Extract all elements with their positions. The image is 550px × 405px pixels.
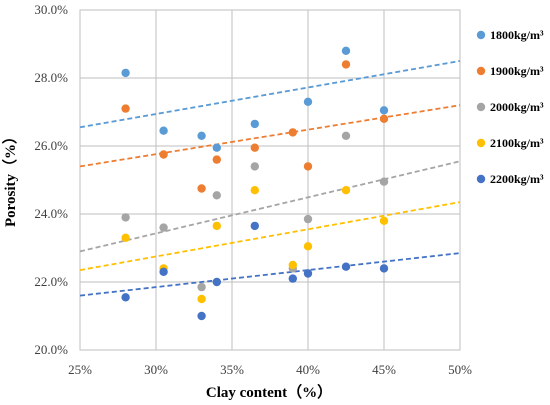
- legend-marker: [476, 30, 486, 40]
- data-point: [379, 177, 389, 186]
- data-point: [197, 294, 206, 304]
- data-point: [159, 267, 168, 276]
- data-point: [341, 60, 351, 69]
- legend: 1800kg/m³ 1900kg/m³ 2000kg/m³ 2100kg/m³ 2200…: [476, 28, 544, 186]
- trendline-2: [79, 160, 461, 253]
- x-tick-label: 50%: [448, 362, 472, 377]
- data-point: [303, 162, 313, 171]
- data-point: [212, 191, 221, 200]
- x-tick-label: 40%: [296, 362, 320, 377]
- data-point: [303, 269, 313, 278]
- data-point: [288, 260, 297, 270]
- x-tick-label: 45%: [372, 362, 396, 377]
- x-axis-ticks: 25% 30% 35% 40% 45% 50%: [68, 362, 472, 377]
- data-point: [159, 126, 168, 135]
- legend-label: 2000kg/m³: [490, 100, 544, 114]
- y-tick-label: 26.0%: [34, 138, 68, 153]
- data-point: [250, 186, 259, 195]
- data-point: [212, 221, 221, 231]
- legend-marker: [476, 102, 486, 112]
- data-point: [159, 150, 168, 159]
- legend-label: 1900kg/m³: [490, 64, 544, 78]
- data-points: [121, 46, 389, 321]
- legend-marker: [476, 174, 486, 184]
- legend-label: 2200kg/m³: [490, 172, 544, 186]
- y-axis-ticks: 20.0% 22.0% 24.0% 26.0% 28.0% 30.0%: [34, 2, 68, 357]
- data-point: [197, 184, 206, 193]
- y-axis-title: Porosity（%）: [1, 129, 19, 227]
- legend-marker: [476, 66, 486, 76]
- trendline-1: [79, 104, 461, 168]
- data-point: [212, 143, 221, 152]
- data-point: [250, 119, 259, 129]
- data-point: [379, 264, 389, 273]
- data-point: [121, 233, 130, 242]
- data-point: [250, 143, 259, 152]
- data-point: [379, 114, 389, 124]
- data-point: [379, 216, 389, 225]
- data-point: [159, 223, 168, 232]
- data-point: [121, 293, 130, 302]
- data-point: [303, 97, 313, 107]
- trendlines: [79, 60, 461, 297]
- data-point: [212, 155, 221, 164]
- data-point: [197, 311, 206, 321]
- plot-frame: [79, 9, 461, 351]
- legend-label: 1800kg/m³: [490, 28, 544, 42]
- data-point: [341, 262, 351, 271]
- x-tick-label: 30%: [144, 362, 168, 377]
- x-tick-label: 25%: [68, 362, 92, 377]
- data-point: [197, 131, 206, 140]
- y-tick-label: 28.0%: [34, 70, 68, 85]
- data-point: [379, 106, 389, 115]
- data-point: [121, 213, 130, 222]
- data-point: [288, 128, 297, 137]
- y-tick-label: 20.0%: [34, 342, 68, 357]
- data-point: [197, 282, 206, 292]
- data-point: [288, 274, 297, 283]
- data-point: [121, 68, 130, 78]
- y-tick-label: 30.0%: [34, 2, 68, 17]
- y-tick-label: 22.0%: [34, 274, 68, 289]
- data-point: [303, 214, 313, 224]
- grid-lines: [79, 9, 461, 351]
- data-point: [121, 104, 130, 113]
- legend-marker: [476, 138, 486, 148]
- data-point: [303, 242, 313, 251]
- trendline-0: [79, 60, 461, 129]
- data-point: [341, 46, 351, 55]
- data-point: [341, 186, 351, 195]
- y-tick-label: 24.0%: [34, 206, 68, 221]
- data-point: [341, 131, 351, 140]
- data-point: [250, 221, 259, 231]
- x-axis-title: Clay content（%）: [206, 383, 332, 401]
- legend-label: 2100kg/m³: [490, 136, 544, 150]
- data-point: [250, 162, 259, 171]
- trendline-3: [79, 201, 461, 271]
- x-tick-label: 35%: [220, 362, 244, 377]
- data-point: [212, 277, 221, 287]
